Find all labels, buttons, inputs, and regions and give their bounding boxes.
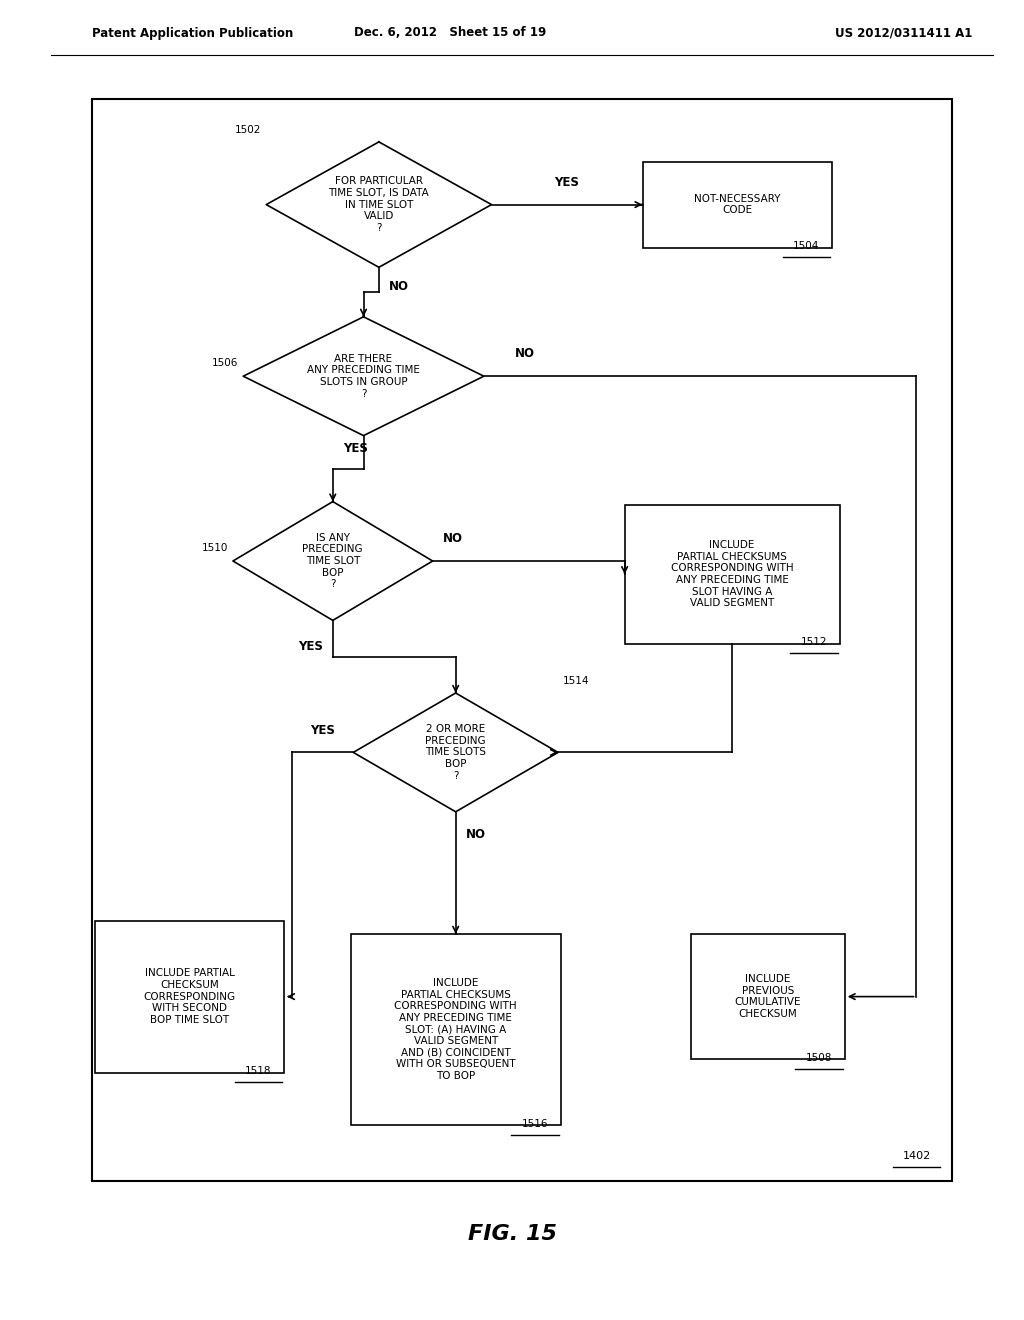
Text: NO: NO <box>466 828 486 841</box>
Text: 1512: 1512 <box>801 638 827 647</box>
Bar <box>691 935 845 1059</box>
Text: US 2012/0311411 A1: US 2012/0311411 A1 <box>836 26 973 40</box>
Text: 1402: 1402 <box>902 1151 931 1162</box>
Text: NO: NO <box>389 281 410 293</box>
Text: 1508: 1508 <box>806 1053 833 1063</box>
Text: FOR PARTICULAR
TIME SLOT, IS DATA
IN TIME SLOT
VALID
?: FOR PARTICULAR TIME SLOT, IS DATA IN TIM… <box>329 177 429 232</box>
Text: INCLUDE
PARTIAL CHECKSUMS
CORRESPONDING WITH
ANY PRECEDING TIME
SLOT HAVING A
VA: INCLUDE PARTIAL CHECKSUMS CORRESPONDING … <box>671 540 794 609</box>
Bar <box>92 99 952 1181</box>
Polygon shape <box>266 143 492 267</box>
Text: YES: YES <box>343 442 368 455</box>
Text: 1510: 1510 <box>202 543 227 553</box>
Text: 1506: 1506 <box>212 358 238 368</box>
Text: Dec. 6, 2012   Sheet 15 of 19: Dec. 6, 2012 Sheet 15 of 19 <box>354 26 547 40</box>
Text: FIG. 15: FIG. 15 <box>468 1224 556 1245</box>
Bar <box>643 162 831 248</box>
Text: NO: NO <box>442 532 463 545</box>
Text: NO: NO <box>514 347 535 360</box>
Text: ARE THERE
ANY PRECEDING TIME
SLOTS IN GROUP
?: ARE THERE ANY PRECEDING TIME SLOTS IN GR… <box>307 354 420 399</box>
Text: 1516: 1516 <box>522 1118 548 1129</box>
Bar <box>94 921 284 1072</box>
Polygon shape <box>353 693 558 812</box>
Text: INCLUDE PARTIAL
CHECKSUM
CORRESPONDING
WITH SECOND
BOP TIME SLOT: INCLUDE PARTIAL CHECKSUM CORRESPONDING W… <box>143 969 236 1024</box>
Text: 1504: 1504 <box>794 242 819 251</box>
Text: IS ANY
PRECEDING
TIME SLOT
BOP
?: IS ANY PRECEDING TIME SLOT BOP ? <box>302 533 364 589</box>
Text: YES: YES <box>555 176 580 189</box>
Polygon shape <box>244 317 483 436</box>
Text: INCLUDE
PREVIOUS
CUMULATIVE
CHECKSUM: INCLUDE PREVIOUS CUMULATIVE CHECKSUM <box>735 974 801 1019</box>
Text: NOT-NECESSARY
CODE: NOT-NECESSARY CODE <box>694 194 780 215</box>
Text: INCLUDE
PARTIAL CHECKSUMS
CORRESPONDING WITH
ANY PRECEDING TIME
SLOT: (A) HAVING: INCLUDE PARTIAL CHECKSUMS CORRESPONDING … <box>394 978 517 1081</box>
Text: 1514: 1514 <box>563 676 590 686</box>
Text: 2 OR MORE
PRECEDING
TIME SLOTS
BOP
?: 2 OR MORE PRECEDING TIME SLOTS BOP ? <box>425 725 486 780</box>
Text: Patent Application Publication: Patent Application Publication <box>92 26 294 40</box>
Bar <box>625 506 840 644</box>
Bar <box>350 935 561 1125</box>
Text: YES: YES <box>310 723 335 737</box>
Text: YES: YES <box>298 640 323 653</box>
Polygon shape <box>233 502 432 620</box>
Text: 1518: 1518 <box>246 1067 271 1076</box>
Text: 1502: 1502 <box>234 125 261 135</box>
